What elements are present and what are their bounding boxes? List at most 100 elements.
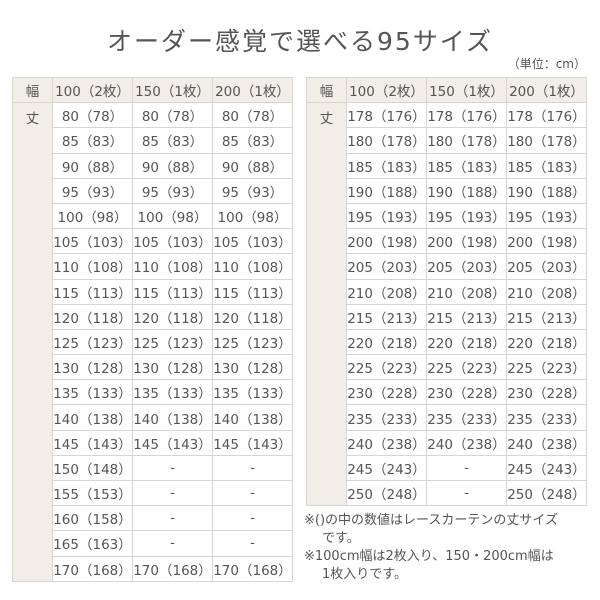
table-row: 155（153） - - (13, 479, 293, 507)
table-row: 210（208） 210（208） 210（208） (307, 278, 587, 305)
column-header: 150（1枚） (132, 76, 213, 104)
size-cell: 95（93） (132, 177, 213, 204)
width-header: 幅 (306, 76, 347, 104)
size-table-right: 幅 100（2枚） 150（1枚） 200（1枚）丈 178（176） 178（176） 1… (306, 76, 587, 507)
size-cell: 100（98） (212, 202, 293, 230)
size-cell: 145（143） (132, 429, 213, 456)
table-row: 130（128） 130（128） 130（128） (13, 354, 293, 381)
width-header: 幅 (12, 76, 53, 104)
size-cell: 178（176） (346, 102, 427, 129)
size-cell: 125（123） (52, 328, 133, 356)
size-cell: 100（98） (52, 202, 133, 230)
table-row: 105（103） 105（103） 105（103） (13, 228, 293, 255)
size-cell: 225（223） (346, 354, 427, 381)
column-header: 100（2枚） (52, 76, 133, 104)
size-cell: 135（133） (212, 379, 293, 406)
size-cell: 230（228） (506, 379, 587, 406)
size-cell: 178（176） (426, 102, 507, 129)
note-2-cont: 1枚入りです。 (322, 567, 407, 582)
length-header: 丈 (12, 102, 53, 582)
size-cell: 190（188） (506, 177, 587, 204)
table-row: 190（188） 190（188） 190（188） (307, 177, 587, 204)
table-row: 180（178） 180（178） 180（178） (307, 127, 587, 154)
table-row: 145（143） 145（143） 145（143） (13, 429, 293, 456)
size-cell: 90（88） (132, 152, 213, 179)
size-cell: - (212, 530, 293, 557)
table-row: 90（88） 90（88） 90（88） (13, 152, 293, 179)
size-cell: 115（113） (52, 278, 133, 305)
size-cell: - (212, 479, 293, 507)
size-cell: 200（198） (346, 228, 427, 255)
size-cell: 85（83） (212, 127, 293, 154)
size-cell: 155（153） (52, 479, 133, 507)
size-cell: 240（238） (426, 429, 507, 456)
size-cell: 220（218） (506, 328, 587, 356)
size-cell: 195（193） (506, 202, 587, 230)
size-cell: - (132, 530, 213, 557)
table-row: 205（203） 205（203） 205（203） (307, 253, 587, 280)
size-cell: 240（238） (506, 429, 587, 456)
size-cell: - (426, 479, 507, 507)
size-cell: 210（208） (426, 278, 507, 305)
size-cell: 250（248） (506, 479, 587, 507)
header-row: 幅 100（2枚） 150（1枚） 200（1枚） (306, 76, 587, 104)
size-cell: 120（118） (212, 303, 293, 330)
size-cell: 140（138） (52, 404, 133, 431)
size-cell: 235（233） (426, 404, 507, 431)
table-row: 95（93） 95（93） 95（93） (13, 177, 293, 204)
size-cell: 95（93） (212, 177, 293, 204)
size-cell: 235（233） (506, 404, 587, 431)
table-row: 150（148） - - (13, 454, 293, 482)
page-title: オーダー感覚で選べる95サイズ (106, 27, 494, 56)
header-row: 幅 100（2枚） 150（1枚） 200（1枚） (12, 76, 293, 104)
size-cell: 105（103） (212, 228, 293, 255)
table-row: 140（138） 140（138） 140（138） (13, 404, 293, 431)
table-row: 丈 80（78） 80（78） 80（78） (12, 102, 293, 582)
size-cell: 140（138） (132, 404, 213, 431)
size-cell: 240（238） (346, 429, 427, 456)
column-header: 200（1枚） (212, 76, 293, 104)
size-cell: - (132, 505, 213, 532)
size-cell: 170（168） (132, 555, 213, 582)
size-cell: 110（108） (212, 253, 293, 280)
size-cell: 120（118） (52, 303, 133, 330)
table-row: 120（118） 120（118） 120（118） (13, 303, 293, 330)
size-cell: 80（78） (212, 102, 293, 129)
size-cell: 235（233） (346, 404, 427, 431)
table-row: 240（238） 240（238） 240（238） (307, 429, 587, 456)
table-row: 195（193） 195（193） 195（193） (307, 202, 587, 230)
size-cell: 125（123） (132, 328, 213, 356)
table-row: 115（113） 115（113） 115（113） (13, 278, 293, 305)
note-2: ※100cm幅は2枚入り、150・200cm幅は (304, 549, 554, 564)
unit-label: （単位：cm） (507, 57, 586, 71)
size-cell: 195（193） (426, 202, 507, 230)
size-cell: 140（138） (212, 404, 293, 431)
size-cell: 205（203） (346, 253, 427, 280)
size-cell: 80（78） (52, 102, 133, 129)
table-row: 215（213） 215（213） 215（213） (307, 303, 587, 330)
size-cell: 170（168） (52, 555, 133, 582)
size-cell: 110（108） (132, 253, 213, 280)
table-row: 丈 178（176） 178（176） 178（176） (306, 102, 587, 507)
size-cell: 90（88） (212, 152, 293, 179)
size-cell: 180（178） (506, 127, 587, 154)
column-header: 150（1枚） (426, 76, 507, 104)
note-1-cont: です。 (322, 531, 360, 546)
size-cell: 200（198） (506, 228, 587, 255)
note-1: ※()の中の数値はレースカーテンの丈サイズ (304, 513, 558, 528)
table-row: 170（168） 170（168） 170（168） (13, 555, 293, 582)
size-cell: 80（78） (132, 102, 213, 129)
size-cell: 120（118） (132, 303, 213, 330)
size-cell: - (132, 479, 213, 507)
table-row: 100（98） 100（98） 100（98） (13, 202, 293, 230)
size-cell: 185（183） (346, 152, 427, 179)
column-header: 100（2枚） (346, 76, 427, 104)
table-row: 110（108） 110（108） 110（108） (13, 253, 293, 280)
size-cell: 125（123） (212, 328, 293, 356)
table-row: 225（223） 225（223） 225（223） (307, 354, 587, 381)
table-row: 250（248） -250（248） (307, 479, 587, 507)
size-cell: - (132, 454, 213, 482)
size-cell: 230（228） (426, 379, 507, 406)
table-row: 220（218） 220（218） 220（218） (307, 328, 587, 356)
size-cell: 195（193） (346, 202, 427, 230)
